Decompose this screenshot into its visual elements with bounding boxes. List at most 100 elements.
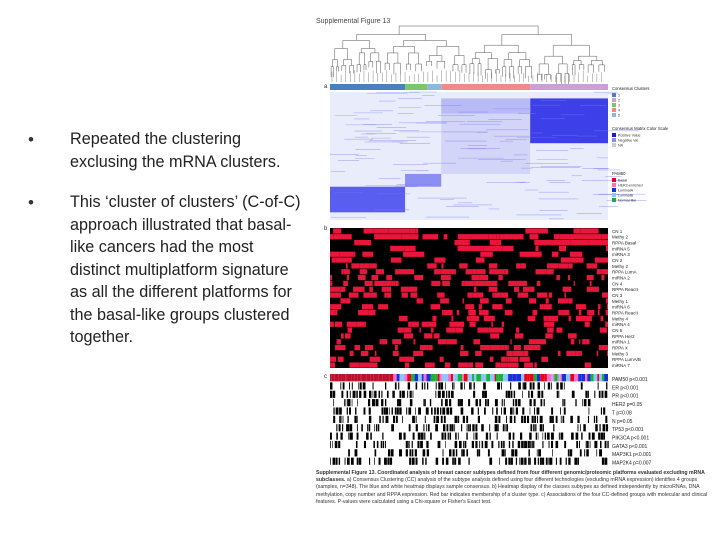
membership-cell — [330, 321, 334, 327]
association-cell — [397, 399, 399, 407]
association-cell — [560, 415, 562, 423]
association-cell — [442, 449, 444, 457]
pam50-cell — [529, 374, 534, 382]
dendrogram-branch — [363, 64, 367, 71]
association-cell — [454, 424, 456, 432]
panel-label-a: a — [324, 84, 328, 90]
membership-cell — [340, 286, 346, 292]
legend-title-consensus: Consensus Clusters — [612, 86, 649, 91]
membership-cell — [362, 251, 374, 257]
association-cell — [346, 407, 348, 415]
association-cell — [473, 390, 476, 398]
dendrogram-branch — [556, 73, 562, 85]
association-cell — [581, 432, 583, 440]
membership-cell — [589, 280, 592, 287]
dendrogram-branch — [517, 66, 522, 74]
association-cell — [501, 382, 502, 390]
association-cell — [485, 399, 487, 407]
association-cell — [579, 449, 582, 457]
membership-cell — [379, 339, 382, 345]
membership-cell — [362, 286, 365, 292]
membership-cell — [331, 304, 342, 310]
association-cell — [454, 457, 457, 465]
membership-cell — [347, 327, 353, 333]
association-cell — [518, 382, 521, 390]
membership-cell — [551, 251, 559, 257]
membership-cell — [575, 350, 580, 357]
membership-cell — [391, 280, 394, 287]
membership-cell — [585, 304, 587, 310]
association-cell — [455, 432, 457, 440]
membership-cell — [330, 292, 341, 298]
association-cell — [462, 415, 465, 423]
membership-cell — [570, 339, 575, 345]
legend-swatch — [612, 113, 616, 117]
membership-cell — [560, 257, 584, 263]
association-cell — [468, 457, 470, 465]
association-cell — [412, 432, 415, 440]
association-cell — [537, 457, 539, 465]
association-cell — [475, 432, 478, 440]
association-cell — [368, 407, 371, 415]
association-cell — [603, 432, 606, 440]
association-cell — [504, 449, 506, 457]
association-cell — [466, 424, 468, 432]
association-cell — [570, 415, 573, 423]
association-cell — [424, 382, 426, 390]
pam50-cell — [486, 374, 491, 382]
membership-cell — [502, 245, 514, 252]
association-cell — [367, 424, 369, 432]
membership-cell — [482, 309, 489, 316]
membership-cell — [446, 327, 456, 333]
consensus-block — [405, 173, 442, 187]
legend-swatch — [612, 188, 616, 192]
membership-cell — [501, 356, 506, 362]
membership-cell — [596, 269, 599, 275]
membership-cell — [364, 321, 366, 327]
association-cell — [401, 390, 405, 398]
association-cell — [500, 440, 503, 449]
association-cell — [374, 457, 376, 465]
membership-cell — [345, 298, 351, 304]
pam50-cell — [462, 374, 464, 382]
membership-cell — [598, 269, 602, 275]
dendrogram-branch — [578, 55, 598, 61]
membership-cell — [488, 286, 498, 292]
association-cell — [434, 407, 436, 415]
association-cell — [415, 407, 416, 415]
association-cell — [586, 449, 589, 457]
dendrogram-branch — [508, 52, 527, 60]
legend-label: 5 — [618, 113, 620, 117]
association-cell — [449, 432, 452, 440]
association-cell — [394, 407, 397, 415]
membership-cell — [587, 309, 589, 316]
membership-cell — [369, 362, 378, 368]
pam50-cell — [389, 374, 394, 382]
membership-cell — [483, 245, 503, 252]
association-cell — [558, 390, 560, 398]
association-cell — [332, 457, 336, 465]
dendrogram-branch — [341, 65, 347, 71]
membership-cell — [605, 309, 608, 316]
association-row-label: MAP3K1 p<0.001 — [612, 452, 652, 458]
heatmap-row-label: CN 2 — [612, 258, 623, 263]
association-cell — [455, 449, 458, 457]
membership-cell — [491, 321, 493, 327]
pam50-cell — [546, 374, 552, 382]
membership-cell — [517, 292, 521, 298]
legend-label: Normal-like — [618, 198, 636, 202]
association-cell — [381, 390, 383, 398]
membership-cell — [439, 356, 444, 362]
membership-cell — [601, 269, 608, 275]
membership-cell — [562, 286, 572, 292]
dendrogram-branch — [408, 52, 419, 65]
association-cell — [498, 440, 500, 449]
association-cell — [532, 440, 534, 449]
membership-cell — [432, 315, 437, 322]
membership-cell — [362, 304, 374, 310]
association-cell — [356, 457, 359, 465]
membership-cell — [480, 344, 491, 351]
association-cell — [441, 399, 443, 407]
membership-cell — [578, 309, 582, 316]
consensus-matrix — [330, 91, 647, 220]
